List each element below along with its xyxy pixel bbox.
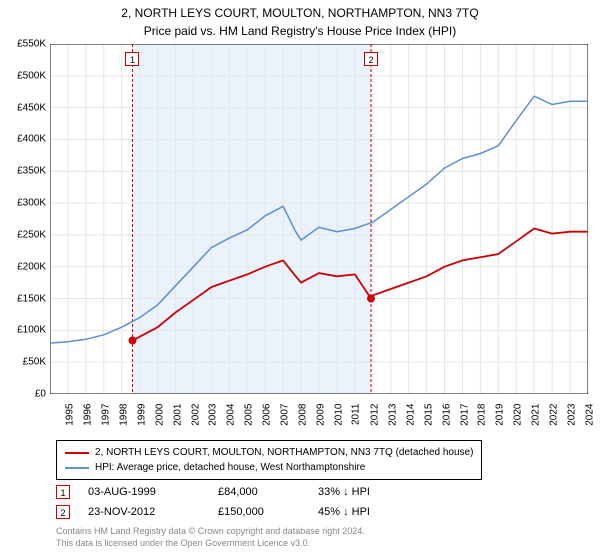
chart-title: 2, NORTH LEYS COURT, MOULTON, NORTHAMPTO…	[0, 0, 600, 20]
y-axis-tick-label: £500K	[17, 70, 46, 81]
transaction-marker: 1	[56, 485, 70, 499]
x-axis-tick-label: 2012	[369, 404, 380, 426]
x-axis-tick-label: 2002	[190, 404, 201, 426]
transaction-marker: 2	[56, 505, 70, 519]
y-axis-tick-label: £300K	[17, 198, 46, 209]
x-axis-tick-label: 1995	[64, 404, 75, 426]
x-axis-tick-label: 2017	[459, 404, 470, 426]
x-axis-tick-label: 2009	[315, 404, 326, 426]
y-axis-tick-label: £0	[35, 389, 46, 400]
chart-plot-area: £0£50K£100K£150K£200K£250K£300K£350K£400…	[50, 44, 588, 394]
x-axis-tick-label: 2013	[387, 404, 398, 426]
y-axis-tick-label: £400K	[17, 134, 46, 145]
x-axis-tick-label: 2006	[262, 404, 273, 426]
y-axis-tick-label: £200K	[17, 261, 46, 272]
x-axis-tick-label: 1996	[82, 404, 93, 426]
transaction-row: 1 03-AUG-1999£84,00033% ↓ HPI	[56, 484, 418, 500]
x-axis-tick-label: 2019	[495, 404, 506, 426]
x-axis-tick-label: 2011	[350, 404, 361, 426]
x-axis-tick-label: 2018	[477, 404, 488, 426]
transaction-date: 03-AUG-1999	[88, 486, 218, 498]
chart-svg	[50, 44, 588, 394]
chart-marker-label: 1	[125, 52, 139, 66]
x-axis-tick-label: 2001	[172, 404, 183, 426]
x-axis-tick-label: 2007	[279, 404, 290, 426]
transaction-date: 23-NOV-2012	[88, 506, 218, 518]
x-axis-tick-label: 1997	[100, 404, 111, 426]
transaction-pct: 33% ↓ HPI	[318, 486, 418, 498]
x-axis-tick-label: 2020	[513, 404, 524, 426]
y-axis-tick-label: £450K	[17, 102, 46, 113]
x-axis-tick-label: 2014	[405, 404, 416, 426]
x-axis-tick-label: 2015	[423, 404, 434, 426]
legend-swatch	[65, 452, 89, 454]
x-axis-tick-label: 1999	[136, 404, 147, 426]
y-axis-tick-label: £150K	[17, 293, 46, 304]
x-axis-tick-label: 2016	[441, 404, 452, 426]
x-axis-tick-label: 2021	[531, 404, 542, 426]
legend-item: HPI: Average price, detached house, West…	[65, 460, 473, 475]
chart-subtitle: Price paid vs. HM Land Registry's House …	[0, 20, 600, 38]
x-axis-tick-label: 2004	[226, 404, 237, 426]
legend-label: HPI: Average price, detached house, West…	[95, 460, 365, 475]
x-axis-tick-label: 2010	[333, 404, 344, 426]
x-axis-tick-label: 1998	[118, 404, 129, 426]
legend-label: 2, NORTH LEYS COURT, MOULTON, NORTHAMPTO…	[95, 445, 473, 460]
y-axis-tick-label: £550K	[17, 39, 46, 50]
x-axis-tick-label: 2005	[244, 404, 255, 426]
x-axis-tick-label: 2003	[208, 404, 219, 426]
legend: 2, NORTH LEYS COURT, MOULTON, NORTHAMPTO…	[56, 440, 482, 480]
transaction-price: £150,000	[218, 506, 318, 518]
legend-swatch	[65, 467, 89, 469]
transaction-rows: 1 03-AUG-1999£84,00033% ↓ HPI 2 23-NOV-2012…	[56, 484, 418, 524]
y-axis-tick-label: £100K	[17, 325, 46, 336]
y-axis-tick-label: £50K	[23, 357, 46, 368]
y-axis-tick-label: £350K	[17, 166, 46, 177]
chart-container: 2, NORTH LEYS COURT, MOULTON, NORTHAMPTO…	[0, 0, 600, 560]
footer-attribution: Contains HM Land Registry data © Crown c…	[56, 526, 365, 549]
x-axis-tick-label: 2023	[566, 404, 577, 426]
transaction-row: 2 23-NOV-2012£150,00045% ↓ HPI	[56, 504, 418, 520]
transaction-pct: 45% ↓ HPI	[318, 506, 418, 518]
y-axis-tick-label: £250K	[17, 229, 46, 240]
transaction-price: £84,000	[218, 486, 318, 498]
x-axis-tick-label: 2024	[584, 404, 595, 426]
x-axis-tick-label: 2000	[154, 404, 165, 426]
x-axis-tick-label: 2008	[297, 404, 308, 426]
chart-marker-label: 2	[364, 52, 378, 66]
legend-item: 2, NORTH LEYS COURT, MOULTON, NORTHAMPTO…	[65, 445, 473, 460]
x-axis-tick-label: 2022	[548, 404, 559, 426]
footer-line-2: This data is licensed under the Open Gov…	[56, 538, 365, 550]
footer-line-1: Contains HM Land Registry data © Crown c…	[56, 526, 365, 538]
